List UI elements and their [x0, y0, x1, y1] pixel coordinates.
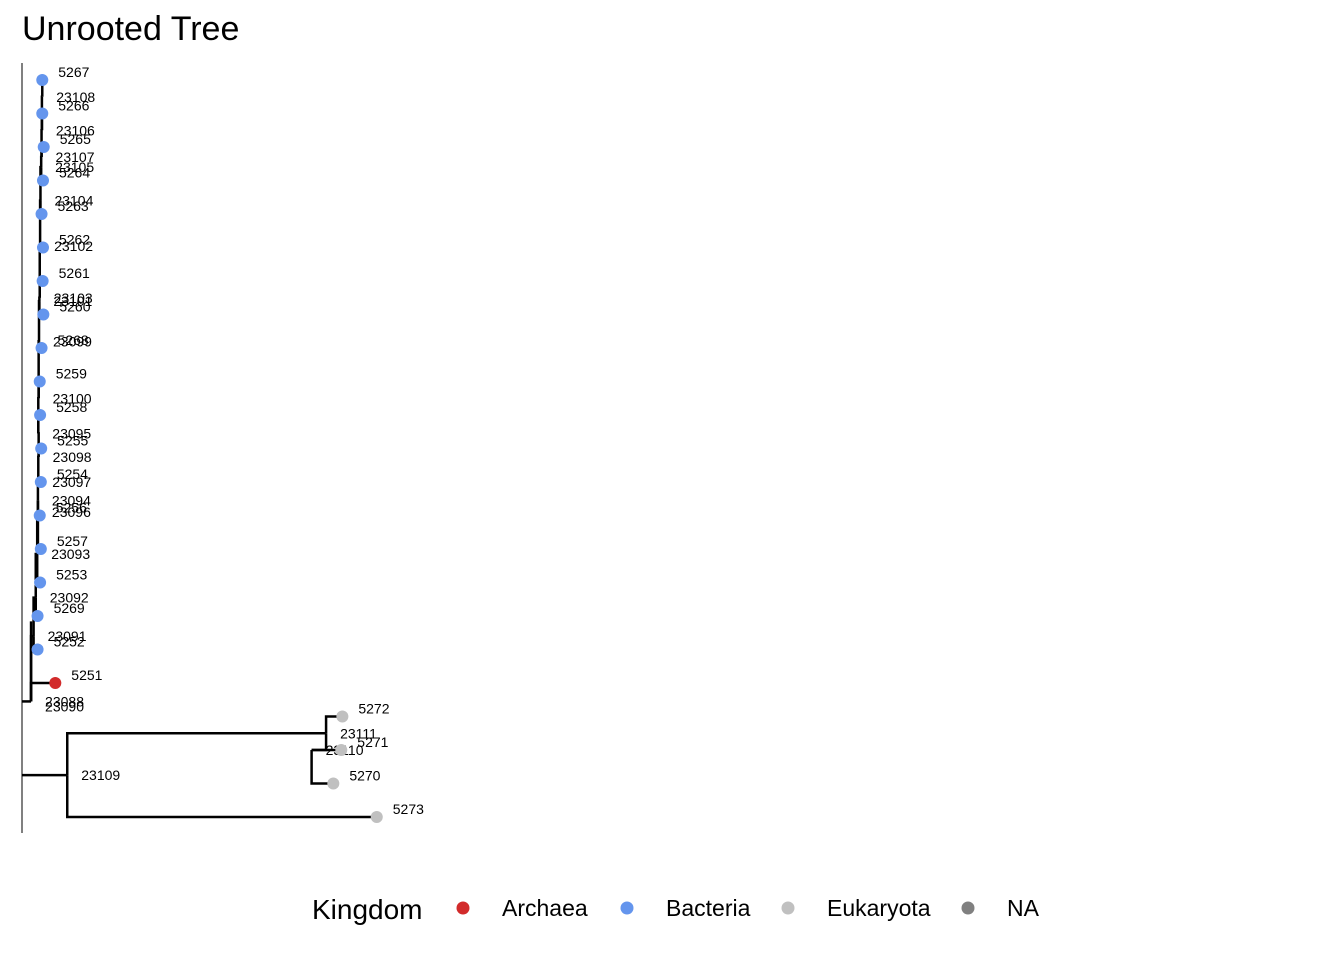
- legend-title: Kingdom: [312, 894, 423, 925]
- tip-label: 5252: [54, 634, 85, 650]
- internal-node-label: 23099: [53, 333, 92, 349]
- tip-point: [35, 442, 48, 455]
- internal-node-label: 23095: [52, 425, 91, 441]
- tip-label: 5267: [58, 64, 89, 80]
- tip-label: 5266: [58, 98, 89, 114]
- legend-key: [456, 901, 470, 915]
- internal-node-label: 23088: [45, 693, 84, 709]
- tip-label: 5256: [56, 500, 87, 516]
- internal-node-label: 23103: [54, 290, 93, 306]
- tip-label: 5269: [54, 600, 85, 616]
- tip-point: [31, 643, 44, 656]
- tip-point: [31, 610, 44, 622]
- internal-node-label: 23111: [340, 725, 377, 741]
- tip-label: 5271: [357, 734, 388, 750]
- tip-point: [327, 777, 340, 790]
- tip-point: [36, 174, 49, 187]
- tip-point: [49, 677, 62, 689]
- tip-point: [37, 141, 50, 153]
- tip-label: 5259: [56, 366, 87, 382]
- legend-key: [961, 901, 975, 915]
- tip-point: [34, 476, 47, 488]
- branch: [311, 733, 328, 752]
- internal-node-label: 23107: [56, 149, 95, 165]
- legend-key: [781, 901, 795, 915]
- internal-node-label: 23094: [52, 492, 91, 508]
- tip-label: 5265: [60, 131, 91, 147]
- tip-point: [34, 543, 47, 555]
- tip-label: 5254: [57, 466, 88, 482]
- tip-point: [35, 342, 48, 354]
- internal-node-label: 23101: [53, 293, 92, 309]
- internal-node-label: 23105: [55, 159, 94, 175]
- tip-point: [335, 744, 348, 756]
- tip-point: [36, 275, 49, 287]
- internal-node-label: 23093: [51, 546, 90, 562]
- tip-point: [37, 308, 50, 321]
- legend-label: NA: [1007, 895, 1040, 921]
- branch: [310, 750, 334, 785]
- internal-node-label: 23108: [56, 89, 95, 105]
- tip-label: 5264: [59, 165, 90, 181]
- tip-label: 5261: [59, 265, 90, 281]
- tip-label: 5251: [71, 667, 102, 683]
- legend: Kingdom Archaea Bacteria Eukaryota NA: [312, 894, 1040, 925]
- tip-label: 5268: [58, 332, 89, 348]
- tips: 5267 5266 5265 5264 5263 5262 5261 5260 5268 5259…: [31, 64, 424, 823]
- chart-title: Unrooted Tree: [22, 10, 239, 48]
- internal-node-label: 23109: [81, 767, 120, 783]
- tip-label: 5262: [59, 232, 90, 248]
- internal-node-label: 23104: [54, 193, 93, 209]
- tip-point: [36, 241, 49, 254]
- tip-point: [33, 375, 46, 388]
- internal-node-label: 23102: [54, 238, 93, 254]
- internal-node-label: 23106: [56, 122, 95, 138]
- tip-label: 5263: [58, 198, 89, 214]
- tip-label: 5273: [393, 801, 424, 817]
- internal-node-label: 23100: [53, 390, 92, 406]
- tip-point: [33, 509, 46, 522]
- internal-node-label: 23091: [48, 628, 87, 644]
- legend-label: Eukaryota: [827, 895, 931, 921]
- tip-point: [34, 409, 47, 421]
- tip-label: 5272: [358, 701, 389, 717]
- internal-node-label: 23090: [45, 698, 84, 714]
- legend-label: Archaea: [502, 895, 588, 921]
- tip-label: 5257: [57, 533, 88, 549]
- tip-label: 5255: [57, 433, 88, 449]
- internal-node-label: 23097: [52, 474, 91, 490]
- internal-node-label: 23098: [53, 449, 92, 465]
- tip-label: 5270: [349, 768, 380, 784]
- tip-point: [370, 811, 383, 823]
- tip-point: [35, 208, 48, 220]
- internal-node-label: 23092: [50, 590, 89, 606]
- tip-point: [34, 576, 47, 589]
- internal-node-label: 23096: [52, 504, 91, 520]
- branch: [66, 732, 327, 776]
- tip-label: 5260: [59, 299, 90, 315]
- legend-key: [620, 901, 634, 915]
- legend-label: Bacteria: [666, 895, 751, 921]
- tip-point: [36, 74, 49, 86]
- tip-label: 5258: [56, 399, 87, 415]
- tip-label: 5253: [56, 567, 87, 583]
- tip-point: [336, 710, 349, 723]
- tip-point: [36, 107, 49, 120]
- branch: [66, 775, 377, 819]
